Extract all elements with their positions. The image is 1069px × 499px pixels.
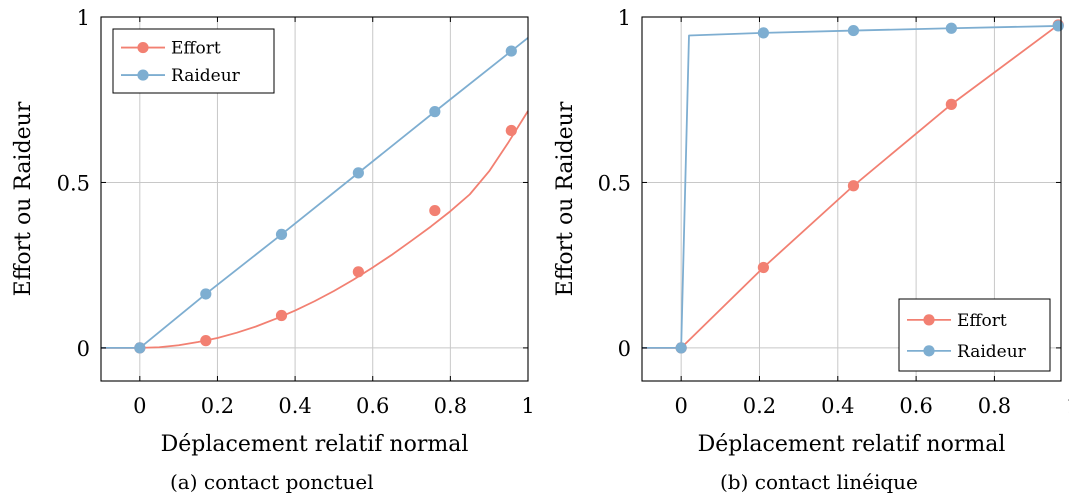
chart-a-series-effort-point-5 xyxy=(506,125,517,136)
chart-a-series-raideur-point-2 xyxy=(276,229,287,240)
chart-a-xtick-label-1: 0.2 xyxy=(201,394,234,418)
chart-b-legend-effort-label: Effort xyxy=(957,311,1007,331)
chart-b-caption: (b) contact linéique xyxy=(720,470,918,494)
chart-b-xtick-label-4: 0.8 xyxy=(978,394,1011,418)
chart-a-series-effort-point-4 xyxy=(429,205,440,216)
chart-b-legend-raideur-label: Raideur xyxy=(957,342,1027,362)
chart-b-ytick-label-0: 0 xyxy=(618,337,631,361)
chart-a-caption: (a) contact ponctuel xyxy=(170,470,374,494)
chart-b-series-effort-point-3 xyxy=(946,99,957,110)
chart-b-series-raideur-point-2 xyxy=(848,25,859,36)
chart-b-series-raideur-point-1 xyxy=(758,27,769,38)
chart-a-ytick-label-0: 0 xyxy=(77,337,90,361)
chart-b-series-raideur-point-4 xyxy=(1053,20,1064,31)
chart-a-series-effort-line xyxy=(101,111,528,348)
chart-b-series-raideur-point-3 xyxy=(946,23,957,34)
chart-a-ytick-label-1: 0.5 xyxy=(57,171,90,195)
chart-b-xtick-label-3: 0.6 xyxy=(899,394,932,418)
chart-a-series-raideur-point-0 xyxy=(134,342,145,353)
chart-a-xtick-label-5: 1 xyxy=(521,394,534,418)
chart-a-series-raideur-point-4 xyxy=(429,106,440,117)
chart-a-series-raideur-point-1 xyxy=(200,288,211,299)
chart-a-xtick-label-3: 0.6 xyxy=(356,394,389,418)
chart-b-legend: Effort Raideur xyxy=(899,299,1050,371)
chart-a-xlabel: Déplacement relatif normal xyxy=(161,432,469,457)
chart-a-series-raideur-point-3 xyxy=(353,167,364,178)
chart-b-series-effort-point-1 xyxy=(758,262,769,273)
chart-b-xlabel: Déplacement relatif normal xyxy=(698,432,1006,457)
chart-a-xtick-label-2: 0.4 xyxy=(278,394,311,418)
chart-b-xtick-label-1: 0.2 xyxy=(743,394,776,418)
chart-b-legend-effort-swatch-marker xyxy=(923,314,934,325)
chart-a-legend-raideur-swatch-marker xyxy=(137,69,148,80)
chart-a-series-raideur-point-5 xyxy=(506,45,517,56)
chart-b-xtick-label-2: 0.4 xyxy=(821,394,854,418)
chart-a-xtick-label-4: 0.8 xyxy=(434,394,467,418)
chart-b-ytick-label-2: 1 xyxy=(618,6,631,30)
chart-a-legend-effort-swatch-marker xyxy=(137,42,148,53)
chart-panel-a: 0 0.2 0.4 0.6 0.8 1 0 0.5 1 Déplacement relatif n… xyxy=(11,6,535,494)
chart-a-series-effort-point-3 xyxy=(353,266,364,277)
chart-b-ytick-label-1: 0.5 xyxy=(598,171,631,195)
chart-b-legend-raideur-swatch-marker xyxy=(923,345,934,356)
chart-a-legend-raideur-label: Raideur xyxy=(171,66,241,86)
chart-a-ytick-label-2: 1 xyxy=(77,6,90,30)
chart-a-legend: Effort Raideur xyxy=(113,29,274,93)
chart-b-xtick-label-0: 0 xyxy=(674,394,687,418)
chart-a-ylabel: Effort ou Raideur xyxy=(11,101,36,296)
chart-b-ylabel: Effort ou Raideur xyxy=(553,101,578,296)
chart-a-series-effort-point-1 xyxy=(200,335,211,346)
chart-b-series-raideur-point-0 xyxy=(676,342,687,353)
chart-b-series-effort-point-2 xyxy=(848,180,859,191)
chart-a-series-effort-point-2 xyxy=(276,310,287,321)
chart-a-legend-effort-label: Effort xyxy=(171,39,221,59)
chart-a-xtick-label-0: 0 xyxy=(133,394,146,418)
